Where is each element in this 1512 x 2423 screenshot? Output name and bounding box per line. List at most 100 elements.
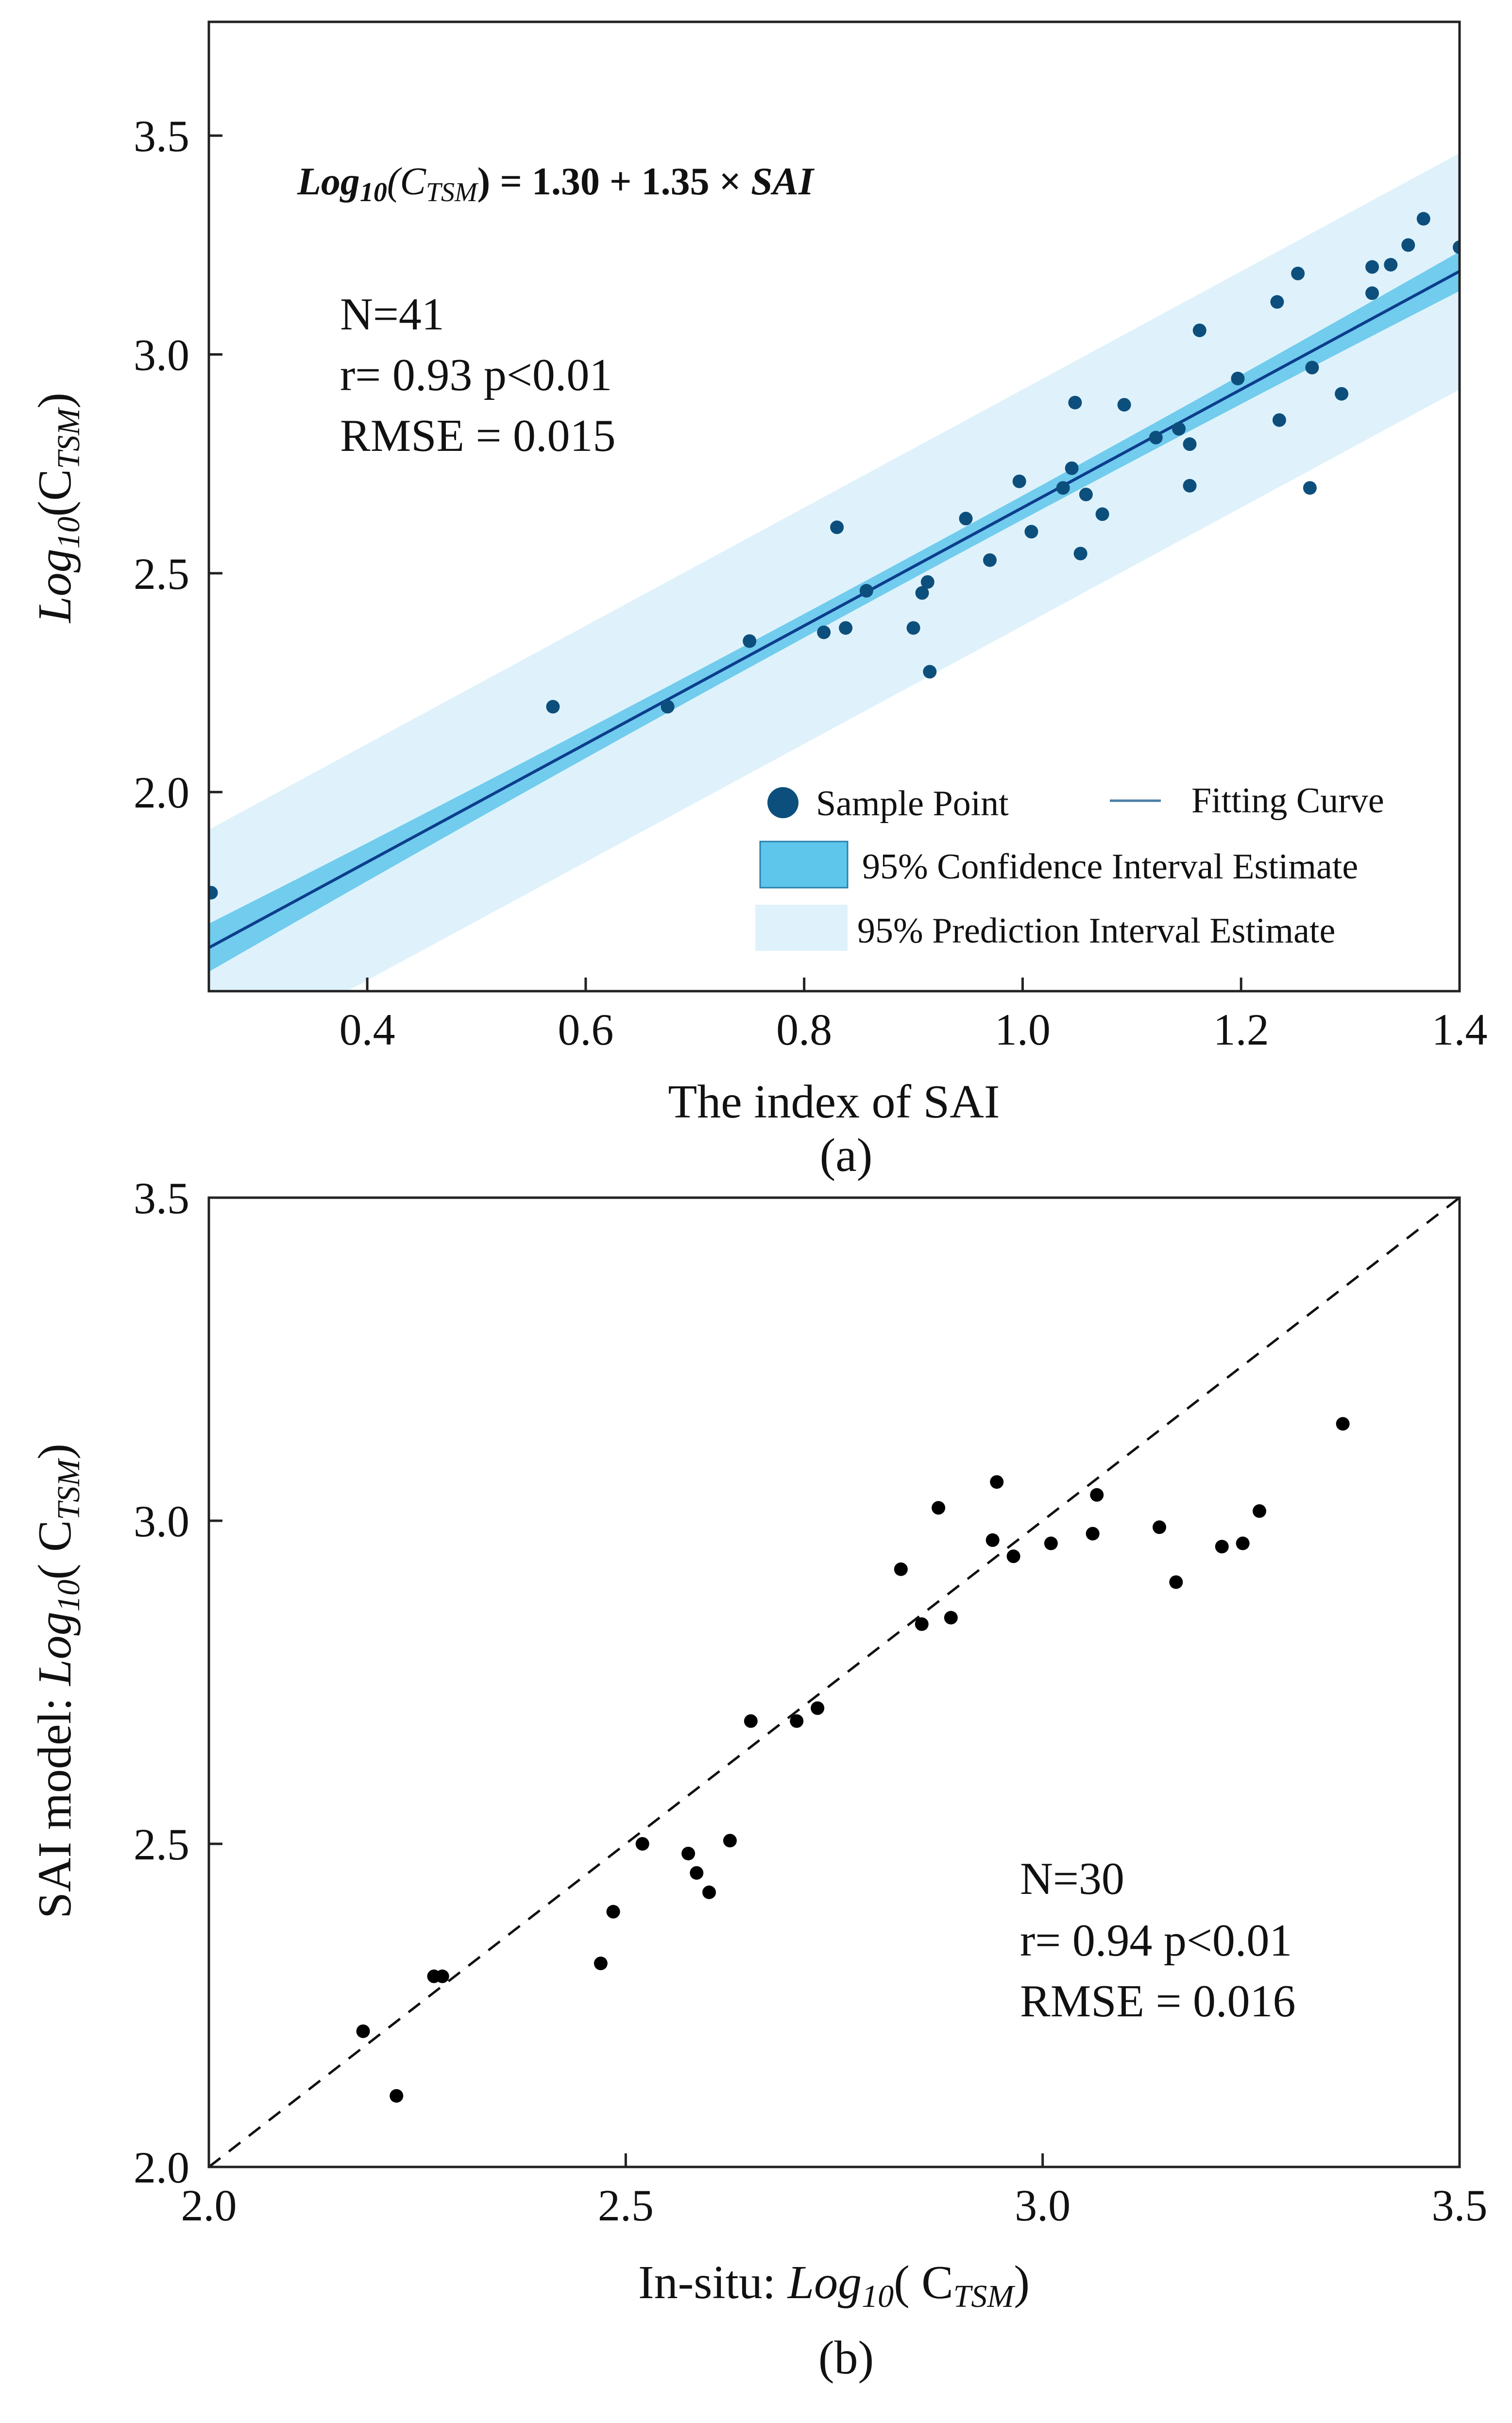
plot-frame-b bbox=[207, 1196, 1461, 2168]
sample-point-b bbox=[932, 1501, 946, 1515]
sample-point-b bbox=[811, 1701, 825, 1715]
b-x-tick-label: 3.5 bbox=[1432, 2181, 1488, 2230]
sample-point-b bbox=[356, 2024, 370, 2038]
sample-point-b bbox=[1336, 1417, 1350, 1431]
legend-pi-swatch bbox=[755, 905, 848, 951]
sample-point-b bbox=[985, 1533, 1000, 1547]
legend-sample-label: Sample Point bbox=[816, 784, 1009, 824]
sample-point-b bbox=[790, 1714, 804, 1728]
sample-point bbox=[1231, 372, 1245, 386]
sample-point bbox=[1068, 395, 1082, 410]
sample-point-b bbox=[681, 1846, 696, 1860]
sample-point bbox=[1079, 487, 1093, 501]
b-x-tick-label: 3.0 bbox=[1015, 2181, 1070, 2230]
sample-point bbox=[1270, 295, 1284, 309]
sample-point-b bbox=[635, 1837, 649, 1851]
sample-point bbox=[1073, 547, 1087, 561]
sample-point bbox=[923, 665, 937, 679]
sample-point bbox=[1117, 398, 1131, 412]
sample-point bbox=[661, 700, 675, 714]
one-to-one-line bbox=[209, 1198, 1460, 2167]
a-y-tick-label: 2.5 bbox=[134, 549, 189, 599]
sample-point-b bbox=[1086, 1527, 1100, 1541]
sample-point-b bbox=[690, 1866, 704, 1880]
stat-n: N=41 bbox=[340, 289, 444, 340]
panel-label-a: (a) bbox=[820, 1129, 873, 1182]
b-y-tick-label: 2.0 bbox=[134, 2143, 189, 2192]
sample-point bbox=[1149, 430, 1163, 445]
sample-point bbox=[906, 621, 920, 635]
sample-point bbox=[1416, 212, 1430, 226]
sample-point-b bbox=[990, 1475, 1004, 1489]
x-axis-label-b: In-situ: Log10( CTSM) bbox=[638, 2256, 1030, 2314]
sample-point-b bbox=[594, 1957, 608, 1971]
sample-point-b bbox=[702, 1885, 716, 1899]
sample-point bbox=[920, 575, 934, 589]
sample-point-b bbox=[744, 1714, 758, 1728]
sample-point-b bbox=[1044, 1536, 1058, 1550]
sample-point bbox=[1335, 387, 1349, 401]
sample-point-b bbox=[435, 1969, 449, 1983]
legend-a: Sample Point Fitting Curve 95% Confidenc… bbox=[755, 781, 1384, 951]
sample-point-b bbox=[723, 1834, 737, 1848]
sample-point-b bbox=[1215, 1540, 1229, 1554]
sample-point-b bbox=[1236, 1536, 1250, 1550]
sample-point bbox=[839, 621, 853, 635]
sample-point-b bbox=[1169, 1575, 1183, 1589]
sample-point bbox=[983, 553, 997, 567]
sample-points-b bbox=[356, 1417, 1350, 2103]
legend-sample-marker bbox=[767, 787, 798, 818]
a-x-tick-label: 0.6 bbox=[558, 1005, 613, 1054]
legend-ci-label: 95% Confidence Interval Estimate bbox=[862, 847, 1358, 887]
sample-point-b bbox=[944, 1611, 958, 1625]
sample-point bbox=[1192, 323, 1206, 337]
panel-label-b: (b) bbox=[818, 2332, 874, 2384]
stat-r-b: r= 0.94 p<0.01 bbox=[1020, 1915, 1292, 1966]
a-y-tick-label: 3.5 bbox=[134, 111, 189, 161]
sample-point bbox=[743, 634, 757, 648]
sample-point bbox=[1384, 258, 1398, 272]
sample-point-b bbox=[1090, 1488, 1104, 1502]
sample-point-b bbox=[1153, 1520, 1166, 1534]
a-y-tick-label: 3.0 bbox=[134, 330, 189, 380]
b-y-tick-label: 3.5 bbox=[134, 1173, 189, 1223]
b-y-tick-label: 3.0 bbox=[134, 1496, 189, 1546]
sample-point-b bbox=[1006, 1549, 1020, 1564]
y-axis-label-a: Log10(CTSM) bbox=[29, 393, 86, 624]
sample-point bbox=[1183, 479, 1197, 493]
stat-n-b: N=30 bbox=[1020, 1854, 1124, 1904]
fitting-curve bbox=[209, 270, 1460, 949]
sample-point bbox=[1183, 437, 1197, 451]
panel-b: 2.0 2.5 3.0 3.5 2.0 2.5 3.0 3.5 N=30 r= 0.94 p<… bbox=[29, 1173, 1488, 2384]
panel-a: 0.4 0.6 0.8 1.0 1.2 1.4 2.0 2.5 3.0 3.5 Log10(CTS… bbox=[29, 20, 1488, 1182]
sample-point bbox=[1024, 525, 1038, 539]
sample-point bbox=[1303, 481, 1317, 495]
stat-rmse: RMSE = 0.015 bbox=[340, 411, 616, 461]
sample-point bbox=[959, 512, 973, 526]
sample-point-b bbox=[606, 1905, 620, 1919]
a-x-tick-label: 0.4 bbox=[340, 1005, 395, 1054]
a-y-tick-label: 2.0 bbox=[134, 768, 189, 817]
sample-point bbox=[1065, 461, 1079, 475]
sample-point bbox=[859, 584, 873, 598]
sample-point bbox=[546, 700, 560, 714]
legend-fit-label: Fitting Curve bbox=[1191, 781, 1384, 821]
sample-point bbox=[1365, 260, 1379, 274]
sample-point bbox=[915, 586, 929, 600]
sample-point bbox=[1305, 361, 1319, 375]
sample-point bbox=[1056, 481, 1070, 495]
a-x-tick-label: 1.0 bbox=[995, 1005, 1051, 1054]
a-x-tick-label: 0.8 bbox=[776, 1005, 832, 1054]
sample-point bbox=[209, 886, 218, 900]
a-x-tick-label: 1.2 bbox=[1213, 1005, 1269, 1054]
axis-ticks-a: 0.4 0.6 0.8 1.0 1.2 1.4 2.0 2.5 3.0 3.5 bbox=[134, 111, 1488, 1054]
plot-frame-a bbox=[207, 20, 1461, 993]
sample-point bbox=[1172, 422, 1186, 436]
sample-points bbox=[209, 212, 1460, 900]
sample-point bbox=[830, 520, 844, 534]
sample-point-b bbox=[1253, 1504, 1266, 1518]
regression-equation: Log10(CTSM) = 1.30 + 1.35 × SAI bbox=[297, 160, 815, 207]
b-x-tick-label: 2.0 bbox=[181, 2181, 237, 2230]
sample-point bbox=[1095, 507, 1109, 521]
